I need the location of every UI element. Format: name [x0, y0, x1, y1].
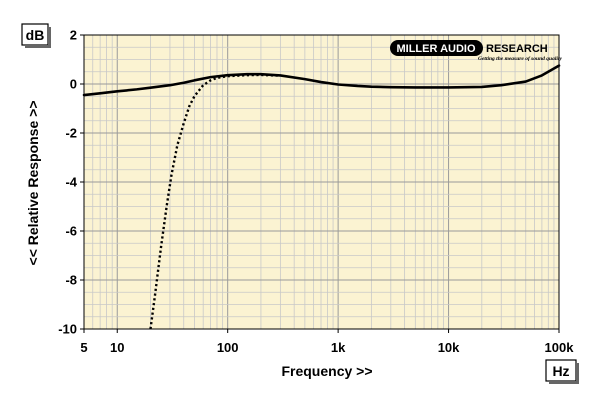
miller-audio-research-logo: MILLER AUDIO RESEARCH Getting the measur…: [390, 40, 562, 62]
y-axis-title: << Relative Response >>: [25, 101, 41, 266]
y-tick-label: -6: [65, 224, 77, 239]
y-tick-label: 0: [70, 77, 77, 92]
y-unit-box: dB: [21, 23, 51, 48]
x-tick-label: 10: [110, 340, 124, 355]
x-tick-label: 5: [80, 340, 87, 355]
x-axis-title: Frequency >>: [281, 363, 372, 379]
x-unit-label: Hz: [552, 363, 569, 379]
tick-labels: 5 10 100 1k 10k 100k 2 0 -2 -4 -6 -8 -10: [58, 28, 574, 356]
x-tick-label: 1k: [331, 340, 346, 355]
y-tick-label: -4: [65, 175, 77, 190]
logo-text-right: RESEARCH: [486, 43, 548, 55]
y-tick-label: 2: [70, 28, 77, 43]
x-unit-box: Hz: [545, 359, 579, 384]
x-tick-label: 10k: [438, 340, 460, 355]
y-tick-label: -2: [65, 126, 77, 141]
logo-text-left: MILLER AUDIO: [396, 43, 475, 55]
logo-tagline: Getting the measure of sound quality: [478, 56, 562, 62]
series-layer: [82, 64, 561, 330]
series-line-solid: [82, 64, 561, 97]
x-tick-label: 100k: [545, 340, 575, 355]
x-tick-label: 100: [217, 340, 239, 355]
y-tick-label: -10: [58, 322, 77, 337]
y-tick-label: -8: [65, 273, 77, 288]
series-line-dotted: [149, 73, 281, 330]
y-unit-label: dB: [26, 27, 45, 43]
